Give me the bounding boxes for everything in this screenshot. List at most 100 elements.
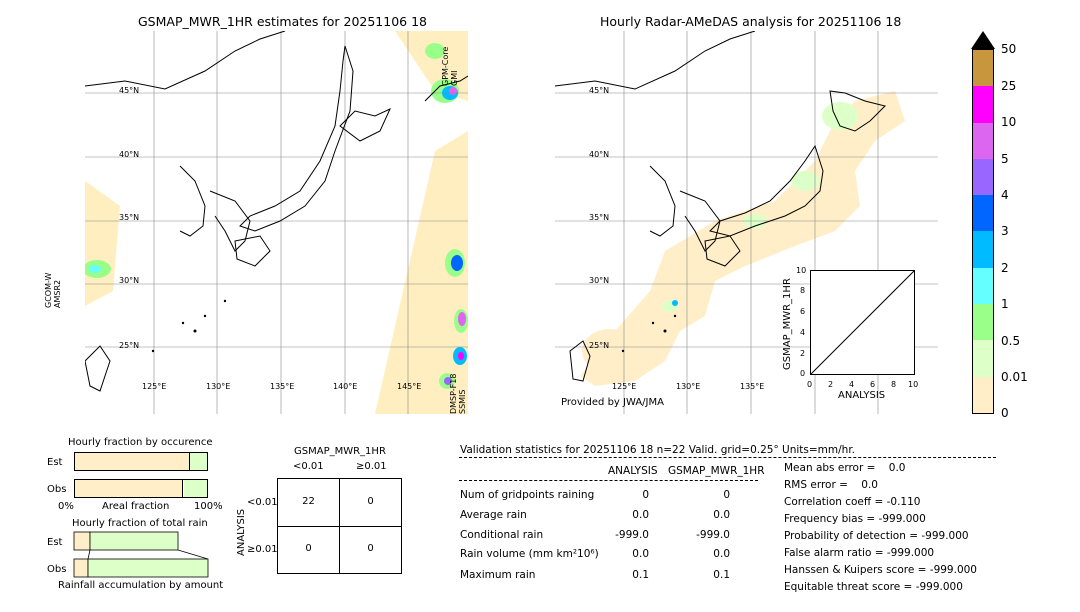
contingency-cell: 0 [367,496,374,507]
score-line: False alarm ratio = -999.000 [784,547,935,559]
colorbar-label: 50 [1001,42,1017,56]
validation-row-gsmap: -999.0 [696,529,730,541]
scatter-xtick: 6 [870,380,876,389]
scatter-xtick: 2 [828,380,834,389]
validation-row-label: Rain volume (mm km²10⁶) [460,548,599,560]
scatter-ytick: 2 [800,349,806,358]
scatter-ytick: 0 [800,369,806,378]
validation-header: Validation statistics for 20251106 18 n=… [460,444,856,456]
left-map-coastline [84,30,469,392]
colorbar-swatch [973,158,993,196]
left-lat-label: 45°N [119,86,140,95]
colorbar-swatch [973,86,993,123]
fraction-obs-fill [75,480,184,497]
colorbar-swatch [973,122,993,159]
scatter-xlabel: ANALYSIS [838,390,886,401]
fraction-total-bars [73,531,209,578]
left-map-grid [85,31,468,414]
left-swath-east [375,131,468,414]
left-lat-label: 35°N [119,213,140,222]
fraction-axis-right: 100% [194,501,223,512]
fraction-est-fill [75,453,190,470]
validation-row-label: Num of gridpoints raining [460,489,595,501]
right-map-title: Hourly Radar-AMeDAS analysis for 2025110… [600,14,902,29]
validation-row-label: Maximum rain [460,569,536,581]
contingency-row-label: ≥0.01 [247,544,278,555]
left-lon-label: 140°E [333,382,358,391]
contingency-row-label: <0.01 [247,497,278,508]
score-line: Equitable threat score = -999.000 [784,581,963,593]
contingency-title: GSMAP_MWR_1HR [294,446,386,457]
scatter-xtick: 0 [807,380,813,389]
colorbar-swatch [973,376,993,413]
colorbar-label: 0 [1001,406,1009,420]
scatter-xtick: 4 [849,380,855,389]
scatter-diagonal [810,270,915,375]
validation-row-gsmap: 0.1 [713,569,730,581]
fraction-total-footer: Rainfall accumulation by amount [58,580,224,591]
contingency-col-label: <0.01 [293,461,324,472]
right-lat-label: 35°N [589,213,610,222]
left-lon-label: 130°E [206,382,231,391]
provider-label: Provided by JWA/JMA [561,397,664,408]
contingency-cell: 0 [305,543,312,554]
colorbar-swatch [973,267,993,305]
validation-row-analysis: 0.0 [632,509,649,521]
left-map-canvas [83,30,469,414]
left-lon-label: 135°E [270,382,295,391]
colorbar-label: 0.5 [1001,334,1021,348]
scatter-xtick: 8 [891,380,897,389]
contingency-col-label: ≥0.01 [356,461,387,472]
colorbar-label: 0.01 [1001,370,1028,384]
total-row-est: Est [47,537,63,548]
validation-col-gsmap: GSMAP_MWR_1HR [668,465,765,477]
fraction-obs-remainder [184,480,207,497]
contingency-cell: 0 [367,543,374,554]
total-row-obs: Obs [47,564,67,575]
colorbar-label: 10 [1001,115,1017,129]
score-line: Frequency bias = -999.000 [784,513,926,525]
score-line: RMS error = 0.0 [784,479,878,491]
validation-col-analysis: ANALYSIS [608,465,658,477]
validation-row-gsmap: 0.0 [713,509,730,521]
validation-row-gsmap: 0 [723,489,730,501]
right-lon-label: 130°E [676,382,701,391]
contingency-side-label: ANALYSIS [236,508,247,556]
right-lon-label: 135°E [740,382,765,391]
score-line: Hanssen & Kuipers score = -999.000 [784,564,977,576]
radar-coverage [580,91,905,386]
right-map-coastline [554,30,886,382]
left-map-title: GSMAP_MWR_1HR estimates for 20251106 18 [138,14,427,29]
sat-label-gpm: GPM-Core GMI [441,46,459,86]
left-map [83,30,469,414]
validation-row-analysis: 0 [642,489,649,501]
validation-row-analysis: 0.0 [632,548,649,560]
colorbar-label: 5 [1001,152,1009,166]
contingency-cell: 22 [302,496,315,507]
scatter-inset [810,270,915,375]
colorbar-swatch [973,304,993,341]
fraction-est-remainder [190,453,207,470]
colorbar-label: 1 [1001,297,1009,311]
fraction-row-est: Est [47,457,63,468]
colorbar-swatch [973,50,993,87]
left-lon-label: 145°E [397,382,422,391]
fraction-axis-left: 0% [58,501,74,512]
right-lon-label: 125°E [612,382,637,391]
colorbar-label: 3 [1001,224,1009,238]
colorbar-swatch [973,340,993,377]
scatter-ytick: 4 [800,328,806,337]
validation-divider [459,457,996,458]
right-lat-label: 45°N [589,86,610,95]
colorbar [972,49,994,414]
colorbar-extend-arrow [971,31,995,49]
sat-label-dmsp: DMSP-F18 SSMIS [449,373,467,414]
right-lat-label: 40°N [589,150,610,159]
colorbar-label: 25 [1001,79,1017,93]
fraction-total-title: Hourly fraction of total rain [72,518,208,529]
scatter-xtick: 10 [908,380,919,389]
score-line: Probability of detection = -999.000 [784,530,969,542]
score-line: Correlation coeff = -0.110 [784,496,921,508]
right-lat-label: 30°N [589,276,610,285]
colorbar-label: 4 [1001,188,1009,202]
